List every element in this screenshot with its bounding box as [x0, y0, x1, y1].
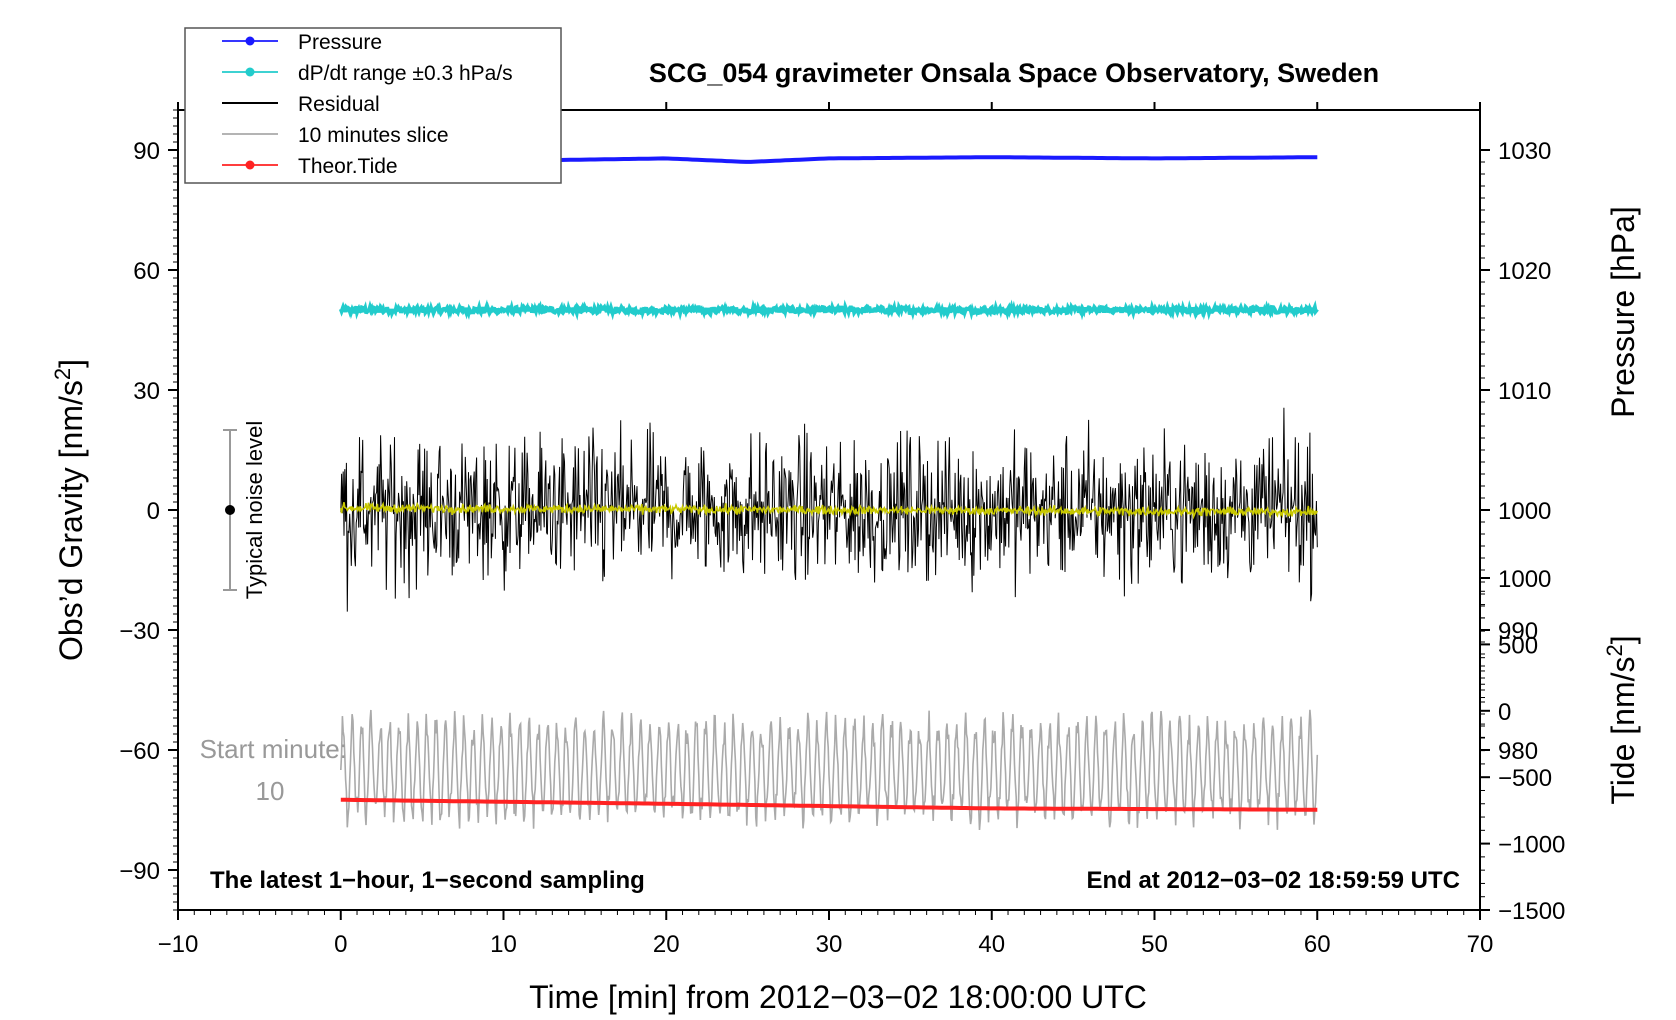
- pressure-tick-label: 1020: [1498, 258, 1551, 285]
- tide-axis-label: Tide [nm/s2]: [1602, 635, 1641, 804]
- legend-label: Theor.Tide: [298, 155, 398, 178]
- legend-marker: [245, 36, 255, 46]
- y-left-tick-label: 60: [133, 258, 160, 285]
- y-left-tick-label: −60: [119, 738, 160, 765]
- tide-tick-label: 0: [1498, 699, 1511, 726]
- series-residual: [340, 407, 1318, 612]
- pressure-tick-label: 990: [1498, 618, 1538, 645]
- tide-axis-label-text: Tide [nm/s: [1605, 656, 1641, 804]
- legend: Pressure dP/dt range ±0.3 hPa/s Residual 10…: [184, 27, 562, 184]
- tide-axis-label-end: ]: [1605, 635, 1641, 644]
- x-tick-label: 60: [1304, 931, 1331, 958]
- y-left-tick-label: 30: [133, 378, 160, 405]
- legend-label: 10 minutes slice: [298, 124, 449, 147]
- x-tick-label: 50: [1141, 931, 1168, 958]
- pressure-tick-label: 1000: [1498, 498, 1551, 525]
- series-theor-tide: [340, 797, 1318, 812]
- start-minute-label: Start minute:: [200, 734, 347, 764]
- left-y-axis-label-end: ]: [53, 359, 89, 368]
- legend-label: dP/dt range ±0.3 hPa/s: [298, 62, 513, 85]
- tide-tick-label: −1500: [1498, 898, 1565, 925]
- tide-tick-label: −1000: [1498, 832, 1565, 859]
- tide-tick-label: −500: [1498, 765, 1552, 792]
- x-axis: −10 0 10 20 30 40 50 60 70: [158, 102, 1494, 958]
- x-tick-label: 20: [653, 931, 680, 958]
- tide-tick-label: 1000: [1498, 566, 1551, 593]
- x-tick-label: 70: [1467, 931, 1494, 958]
- end-time-note: End at 2012−03−02 18:59:59 UTC: [1086, 867, 1460, 894]
- pressure-tick-label: 1030: [1498, 138, 1551, 165]
- y-left-tick-label: 0: [147, 498, 160, 525]
- legend-label: Pressure: [298, 31, 382, 54]
- x-tick-label: −10: [158, 931, 199, 958]
- noise-level-indicator: Typical noise level: [223, 421, 267, 600]
- series-layer: [338, 155, 1319, 831]
- left-y-axis-label-sup: 2: [50, 368, 75, 380]
- start-minute-value: 10: [256, 776, 285, 806]
- series-10-minutes-slice: [340, 709, 1319, 831]
- y-left-tick-label: −30: [119, 618, 160, 645]
- y-left-tick-label: 90: [133, 138, 160, 165]
- series-dp-dt-range-0-3-hpa-s: [338, 299, 1319, 321]
- left-y-axis-label: Obs’d Gravity [nm/s2]: [50, 359, 89, 661]
- x-tick-label: 30: [816, 931, 843, 958]
- pressure-axis-label: Pressure [hPa]: [1605, 206, 1641, 418]
- pressure-tick-label: 1010: [1498, 378, 1551, 405]
- series-smoothed-residual: [340, 501, 1319, 520]
- right-y-axis: 1030 1020 1010 1000 990 980 1000 500 0 −500 −1000 −…: [1480, 138, 1565, 925]
- tide-tick-label: 500: [1498, 632, 1538, 659]
- noise-center-dot: [225, 505, 235, 515]
- y-left-tick-label: −90: [119, 858, 160, 885]
- pressure-tick-label: 980: [1498, 738, 1538, 765]
- legend-box: [184, 27, 562, 184]
- x-tick-label: 10: [490, 931, 517, 958]
- legend-marker: [245, 160, 255, 170]
- left-y-axis: 90 60 30 0 −30 −60 −90: [119, 109, 178, 911]
- noise-level-label: Typical noise level: [242, 421, 267, 600]
- sampling-note: The latest 1−hour, 1−second sampling: [210, 867, 645, 894]
- x-axis-label: Time [min] from 2012−03−02 18:00:00 UTC: [529, 979, 1147, 1015]
- legend-label: Residual: [298, 93, 380, 116]
- chart-title: SCG_054 gravimeter Onsala Space Observat…: [649, 58, 1379, 88]
- x-tick-label: 40: [978, 931, 1005, 958]
- legend-entries: Pressure dP/dt range ±0.3 hPa/s Residual 10…: [222, 31, 513, 178]
- tide-axis-label-sup: 2: [1602, 644, 1627, 656]
- legend-marker: [245, 67, 255, 77]
- x-tick-label: 0: [334, 931, 347, 958]
- left-y-axis-label-text: Obs’d Gravity [nm/s: [53, 380, 89, 661]
